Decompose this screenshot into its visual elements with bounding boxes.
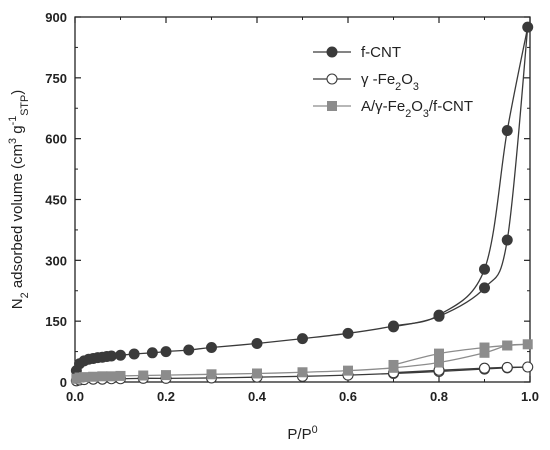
x-tick-label: 1.0 bbox=[521, 389, 539, 404]
data-point bbox=[501, 125, 513, 137]
data-point bbox=[106, 371, 117, 382]
data-point bbox=[522, 339, 533, 350]
data-point bbox=[342, 327, 354, 339]
x-tick-label: 0.6 bbox=[339, 389, 357, 404]
data-point bbox=[160, 346, 172, 358]
data-point bbox=[128, 348, 140, 360]
x-tick-label: 0.2 bbox=[157, 389, 175, 404]
y-axis-title: N2 adsorbed volume (cm3 g-1STP) bbox=[7, 90, 31, 309]
data-point bbox=[251, 337, 263, 349]
data-point bbox=[522, 361, 534, 373]
data-point bbox=[502, 340, 513, 351]
data-point bbox=[206, 342, 217, 354]
x-axis-title: P/P0 bbox=[287, 424, 317, 443]
legend-label: f-CNT bbox=[361, 44, 401, 61]
series-2 bbox=[71, 339, 533, 384]
data-point bbox=[434, 348, 444, 359]
legend-label: A/γ-Fe2O3/f-CNT bbox=[361, 98, 473, 120]
legend-label: γ -Fe2O3 bbox=[361, 71, 419, 93]
y-tick-label: 150 bbox=[45, 314, 67, 329]
data-point bbox=[479, 263, 490, 275]
series-adsorption-line bbox=[75, 27, 529, 371]
data-point bbox=[479, 342, 490, 353]
series-desorption-line bbox=[393, 27, 529, 328]
legend: f-CNT γ -Fe2O3 A/γ-Fe2O3/f-CNT bbox=[313, 44, 473, 120]
x-tick-label: 0.8 bbox=[430, 389, 448, 404]
data-point bbox=[433, 310, 445, 322]
data-point bbox=[388, 359, 399, 370]
y-tick-label: 300 bbox=[45, 253, 67, 268]
legend-marker bbox=[326, 73, 338, 85]
plot-frame bbox=[74, 16, 531, 383]
x-tick-label: 0.0 bbox=[66, 389, 84, 404]
data-point bbox=[105, 350, 117, 362]
legend-marker bbox=[327, 101, 337, 111]
y-tick-label: 0 bbox=[60, 375, 67, 390]
data-point bbox=[297, 333, 308, 345]
data-point bbox=[146, 347, 158, 359]
data-point bbox=[79, 372, 90, 383]
data-point bbox=[434, 357, 444, 368]
data-point bbox=[478, 362, 491, 374]
data-point bbox=[388, 321, 399, 333]
data-point bbox=[115, 349, 126, 361]
data-point bbox=[479, 282, 490, 294]
data-point bbox=[183, 344, 195, 356]
x-tick-label: 0.4 bbox=[248, 389, 267, 404]
data-point bbox=[522, 21, 534, 33]
data-point bbox=[115, 370, 126, 381]
data-point bbox=[297, 367, 308, 378]
legend-marker bbox=[326, 46, 338, 58]
data-point bbox=[88, 371, 99, 382]
y-tick-label: 450 bbox=[45, 193, 67, 208]
data-point bbox=[252, 368, 262, 379]
data-point bbox=[138, 370, 149, 381]
series-0 bbox=[70, 21, 534, 377]
data-point bbox=[343, 365, 353, 376]
data-point bbox=[501, 361, 513, 373]
y-tick-label: 600 bbox=[45, 132, 67, 147]
data-point bbox=[206, 369, 217, 380]
data-point bbox=[501, 234, 513, 246]
data-point bbox=[161, 370, 171, 381]
y-tick-label: 900 bbox=[45, 10, 67, 25]
data-point bbox=[97, 371, 108, 382]
y-tick-label: 750 bbox=[45, 71, 67, 86]
